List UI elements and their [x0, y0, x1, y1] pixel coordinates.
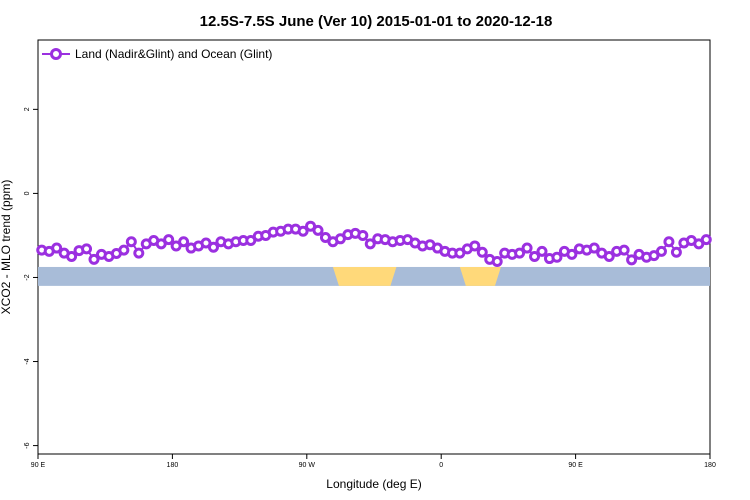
data-point: [178, 236, 190, 248]
x-axis: 90 E 180 90 W 0 90 E 180: [31, 454, 716, 469]
data-point: [670, 246, 682, 258]
data-point: [312, 224, 324, 236]
data-point: [364, 238, 376, 250]
data-point: [125, 236, 137, 248]
plot-area: [36, 39, 712, 455]
data-point: [357, 229, 369, 241]
x-tick-label: 90 E: [31, 462, 46, 469]
y-tick-label: 2: [24, 107, 31, 111]
data-point: [618, 244, 630, 256]
data-point: [529, 250, 541, 262]
y-axis-label: XCO2 - MLO trend (ppm): [0, 180, 13, 315]
data-point: [81, 243, 93, 255]
data-point: [566, 248, 578, 260]
data-point: [118, 244, 130, 256]
data-point: [521, 242, 533, 254]
data-point: [207, 241, 219, 253]
data-point: [514, 247, 526, 259]
data-point: [603, 250, 615, 262]
series-layer: [36, 220, 712, 268]
data-point: [551, 251, 563, 263]
data-point: [700, 234, 712, 246]
data-point: [66, 250, 78, 262]
land-ocean-band: [38, 266, 710, 286]
x-tick-label: 90 E: [568, 462, 583, 469]
legend: Land (Nadir&Glint) and Ocean (Glint): [42, 47, 272, 61]
data-point: [297, 225, 309, 237]
x-tick-label: 180: [704, 462, 716, 469]
data-point: [536, 245, 548, 257]
data-point: [51, 242, 63, 254]
data-point: [588, 242, 600, 254]
chart-title: 12.5S-7.5S June (Ver 10) 2015-01-01 to 2…: [200, 13, 553, 30]
x-tick-label: 90 W: [299, 462, 316, 469]
x-tick-label: 180: [167, 462, 179, 469]
y-tick-label: -6: [24, 442, 31, 448]
data-point: [163, 234, 175, 246]
data-point: [476, 246, 488, 258]
data-point: [88, 253, 100, 265]
legend-marker: [50, 48, 62, 60]
data-point: [655, 245, 667, 257]
x-axis-label: Longitude (deg E): [326, 477, 421, 491]
x-tick-label: 0: [439, 462, 443, 469]
y-tick-label: -2: [24, 274, 31, 280]
data-point: [469, 240, 481, 252]
y-tick-label: -4: [24, 358, 31, 364]
y-axis: 2 0 -2 -4 -6: [24, 107, 38, 449]
data-point: [133, 247, 145, 259]
data-point: [491, 256, 503, 268]
data-point: [663, 236, 675, 248]
land-segment: [459, 266, 501, 286]
land-segment: [332, 266, 397, 286]
y-tick-label: 0: [24, 191, 31, 195]
legend-label: Land (Nadir&Glint) and Ocean (Glint): [75, 47, 272, 61]
data-point: [626, 254, 638, 266]
